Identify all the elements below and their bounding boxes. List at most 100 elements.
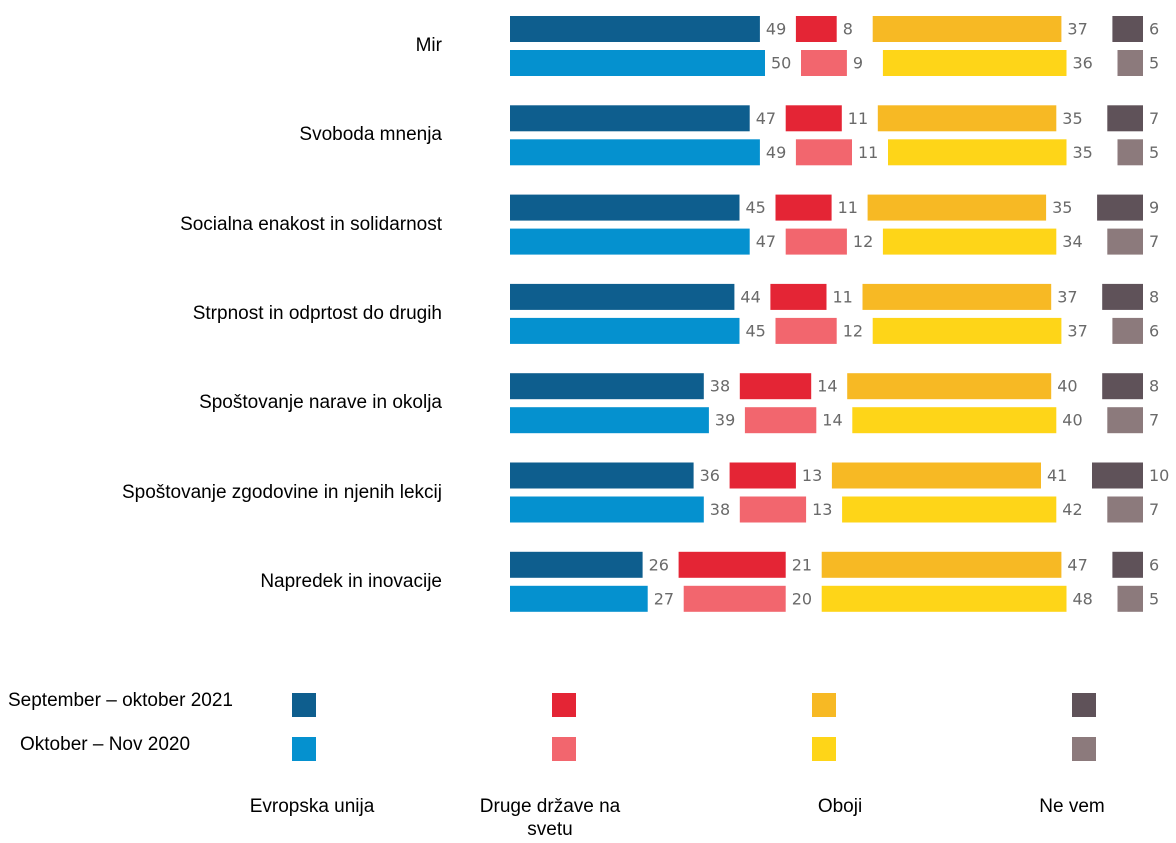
value-label: 49 [766,20,786,39]
value-label: 45 [746,198,766,217]
legend-label: September – oktober 2021 [8,690,233,711]
bar [867,194,1047,221]
bar [795,16,837,42]
value-label: 37 [1067,20,1087,39]
bar [510,194,740,221]
value-label: 9 [853,54,863,73]
bar [739,496,807,523]
category-label: Mir [415,35,442,56]
bar [877,105,1057,132]
bar [1097,194,1143,221]
legend-swatch [552,737,576,761]
bar [1107,228,1143,255]
value-label: 8 [1149,287,1159,306]
value-label: 6 [1149,321,1159,340]
value-label: 44 [740,287,760,306]
bar [821,585,1067,612]
bar [678,551,786,578]
value-label: 7 [1149,411,1159,430]
category-label: Spoštovanje narave in okolja [199,392,442,414]
bar [882,50,1067,76]
value-label: 12 [853,232,873,251]
bar [775,194,832,221]
bar [510,551,643,578]
bar [872,317,1062,344]
bar [785,105,842,132]
value-label: 11 [848,109,868,128]
value-label: 5 [1149,143,1159,162]
legend-segment-label: Druge države na svetu [479,796,621,840]
bar [510,496,704,523]
legend-swatch [552,693,576,717]
value-label: 42 [1062,500,1082,519]
value-label: 40 [1062,411,1082,430]
value-label: 35 [1062,109,1082,128]
value-label: 11 [838,198,858,217]
value-label: 8 [843,20,853,39]
legend-swatch [812,737,836,761]
category-label: Napredek in inovacije [260,570,442,592]
bar [1102,373,1143,400]
category-label: Strpnost in odprtost do drugih [192,302,442,324]
bar [842,496,1057,523]
category-label: Svoboda mnenja [299,124,442,146]
value-label: 47 [756,109,776,128]
bar [510,317,740,344]
value-label: 37 [1067,321,1087,340]
legend-segment-label: Ne vem [1039,796,1105,817]
category-label: Spoštovanje zgodovine in njenih lekcij [121,481,442,503]
value-label: 7 [1149,500,1159,519]
bar [1117,585,1143,612]
bar [1112,551,1143,578]
bar [510,585,648,612]
bar [510,228,750,255]
category-label: Socialna enakost in solidarnost [180,213,442,235]
bar [510,283,735,310]
value-label: 35 [1073,143,1093,162]
bar [510,373,704,400]
value-label: 37 [1057,287,1077,306]
value-label: 6 [1149,555,1159,574]
value-label: 39 [715,411,735,430]
bar [775,317,837,344]
bar [739,373,812,400]
bar [1112,317,1143,344]
legend-label: Oktober – Nov 2020 [20,734,191,755]
legend-swatch [292,693,316,717]
bar [729,462,796,489]
value-label: 14 [817,377,837,396]
value-label: 11 [833,287,853,306]
value-label: 41 [1047,466,1067,485]
value-label: 5 [1149,589,1159,608]
value-label: 49 [766,143,786,162]
bar [510,407,709,434]
value-label: 9 [1149,198,1159,217]
value-label: 21 [792,555,812,574]
bar [882,228,1057,255]
bar [847,373,1052,400]
value-label: 45 [746,321,766,340]
bar [510,139,760,166]
bar [785,228,847,255]
value-label: 14 [822,411,842,430]
value-label: 12 [843,321,863,340]
value-label: 10 [1149,466,1169,485]
bar [831,462,1041,489]
bar [510,462,694,489]
value-label: 11 [858,143,878,162]
value-label: 5 [1149,54,1159,73]
bar [683,585,786,612]
value-label: 35 [1052,198,1072,217]
bar [1117,50,1143,76]
value-label: 8 [1149,377,1159,396]
value-label: 34 [1062,232,1082,251]
value-label: 13 [812,500,832,519]
bar [1092,462,1143,489]
legend-segment-label: Oboji [817,796,863,817]
bar [1117,139,1143,166]
legend-segment-label: Evropska unija [249,796,375,817]
value-label: 13 [802,466,822,485]
value-label: 38 [710,377,730,396]
